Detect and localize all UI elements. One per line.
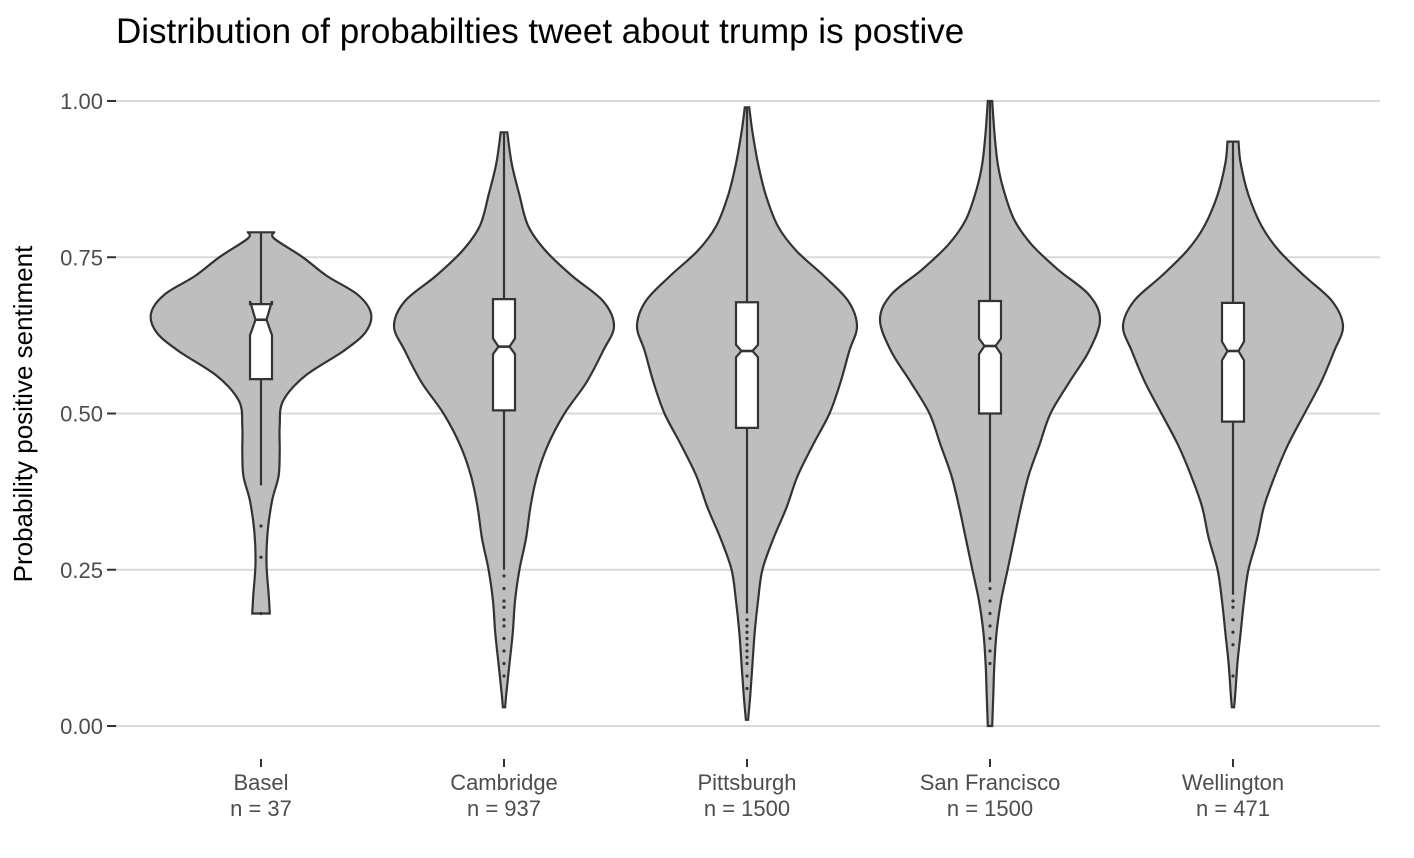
violins bbox=[149, 99, 1345, 728]
outlier-point bbox=[988, 599, 992, 603]
outlier-point bbox=[745, 655, 749, 659]
outlier-point bbox=[502, 618, 506, 622]
outlier-point bbox=[502, 661, 506, 666]
violin-group-pittsburgh bbox=[635, 106, 859, 721]
outlier-point bbox=[988, 661, 992, 666]
notched-box bbox=[491, 298, 517, 412]
y-axis: 0.00 0.25 0.50 0.75 1.00 bbox=[60, 89, 116, 739]
violin-group-san-francisco bbox=[878, 99, 1102, 728]
outlier-point bbox=[988, 624, 992, 628]
y-tick-label: 0.75 bbox=[60, 245, 103, 270]
outlier-point bbox=[1231, 643, 1235, 647]
outlier-point bbox=[745, 674, 749, 678]
notched-box bbox=[734, 301, 760, 429]
x-tick-count-label: n = 471 bbox=[1196, 796, 1270, 821]
outlier-point bbox=[745, 618, 749, 622]
y-tick-label: 1.00 bbox=[60, 89, 103, 114]
outlier-point bbox=[988, 636, 992, 641]
x-tick-label: Cambridge bbox=[450, 770, 558, 795]
outlier-point bbox=[745, 686, 749, 691]
x-tick-count-label: n = 937 bbox=[467, 796, 541, 821]
violin-group-wellington bbox=[1121, 140, 1345, 709]
notched-box bbox=[1220, 301, 1246, 423]
outlier-point bbox=[1231, 618, 1235, 622]
y-tick-label: 0.25 bbox=[60, 558, 103, 583]
outlier-point bbox=[988, 611, 992, 616]
chart-title: Distribution of probabilties tweet about… bbox=[116, 12, 965, 51]
x-tick-label: San Francisco bbox=[920, 770, 1061, 795]
outlier-point bbox=[502, 636, 506, 641]
outlier-point bbox=[502, 674, 506, 678]
violin-group-cambridge bbox=[392, 131, 616, 709]
outlier-point bbox=[1231, 605, 1235, 609]
x-tick-count-label: n = 1500 bbox=[704, 796, 790, 821]
outlier-point bbox=[502, 599, 506, 603]
y-tick-label: 0.50 bbox=[60, 402, 103, 427]
outlier-point bbox=[745, 636, 749, 641]
outlier-point bbox=[502, 605, 506, 609]
x-tick-count-label: n = 37 bbox=[230, 796, 292, 821]
outlier-point bbox=[988, 649, 992, 653]
x-tick-label: Basel bbox=[233, 770, 288, 795]
outlier-point bbox=[745, 649, 749, 653]
notched-box bbox=[977, 299, 1003, 415]
y-axis-title: Probability positive sentiment bbox=[8, 245, 38, 582]
outlier-point bbox=[1231, 674, 1235, 678]
outlier-point bbox=[988, 586, 992, 591]
outlier-point bbox=[745, 624, 749, 628]
x-tick-label: Wellington bbox=[1182, 770, 1284, 795]
x-tick-label: Pittsburgh bbox=[697, 770, 796, 795]
outlier-point bbox=[745, 630, 749, 634]
outlier-point bbox=[502, 624, 506, 628]
outlier-point bbox=[502, 586, 506, 591]
outlier-point bbox=[1231, 599, 1235, 603]
outlier-point bbox=[259, 524, 263, 528]
outlier-point bbox=[745, 661, 749, 666]
outlier-point bbox=[502, 649, 506, 653]
notched-box bbox=[248, 300, 274, 381]
outlier-point bbox=[502, 574, 506, 578]
violin-group-basel bbox=[149, 231, 373, 616]
outlier-point bbox=[1231, 630, 1235, 634]
outlier-point bbox=[259, 611, 263, 616]
x-tick-count-label: n = 1500 bbox=[947, 796, 1033, 821]
outlier-point bbox=[745, 643, 749, 647]
outlier-point bbox=[259, 555, 263, 559]
y-tick-label: 0.00 bbox=[60, 714, 103, 739]
